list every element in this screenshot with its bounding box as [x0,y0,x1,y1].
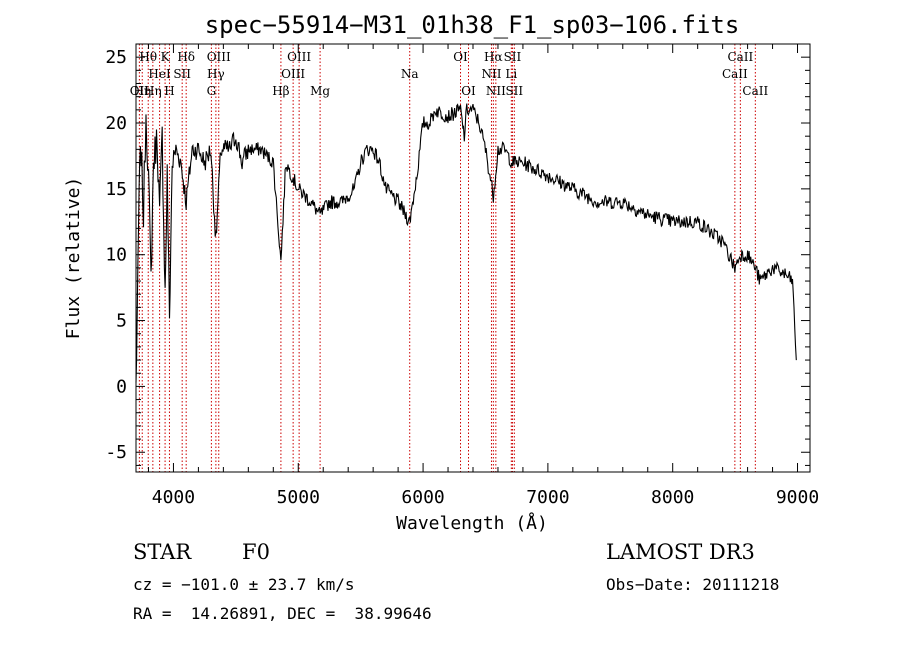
line-label: K [161,50,171,64]
x-tick-label: 5000 [277,487,320,508]
line-label: NII [486,84,506,98]
line-label: OI [453,50,468,64]
x-axis-label: Wavelength (Å) [396,512,548,534]
line-label: H [164,84,174,98]
x-tick-label: 7000 [526,487,569,508]
survey-name: LAMOST DR3 [606,540,755,564]
y-axis-label: Flux (relative) [63,177,84,340]
line-label: Hγ [207,67,225,81]
line-label: SII [504,50,522,64]
ra-dec-coordinates: RA = 14.26891, DEC = 38.99646 [133,604,432,623]
line-label: CaII [742,84,768,98]
line-label: Li [505,67,517,81]
line-label: Hα [484,50,503,64]
line-label: Hθ [139,50,157,64]
redshift-velocity: cz = −101.0 ± 23.7 km/s [133,575,355,594]
x-tick-label: 9000 [776,487,819,508]
line-label: Hβ [272,84,289,98]
observation-date: Obs−Date: 20111218 [606,575,780,594]
y-tick-label: 0 [116,376,127,397]
line-label: SII [173,67,191,81]
x-tick-label: 4000 [152,487,195,508]
line-label: OIII [281,67,305,81]
line-label: Na [401,67,419,81]
x-tick-label: 8000 [651,487,694,508]
line-label: NII [481,67,501,81]
line-label: Hδ [177,50,195,64]
line-label: OIII [287,50,311,64]
line-label: CaII [727,50,753,64]
spectrum-line [135,103,797,383]
line-label: CaII [722,67,748,81]
line-label: OI [461,84,476,98]
y-tick-label: -5 [105,442,127,463]
object-class: STAR [133,540,192,564]
y-tick-label: 25 [105,47,127,68]
line-label: Hη [144,84,162,98]
line-label: Mg [310,84,330,98]
y-tick-label: 10 [105,245,127,266]
line-markers [138,44,756,472]
line-label: SII [505,84,523,98]
object-subclass: F0 [242,540,270,564]
line-label: OIII [207,50,231,64]
y-tick-label: 15 [105,179,127,200]
y-tick-label: 20 [105,113,127,134]
axis-ticks: 4000 5000 6000 7000 8000 9000 -5 0 5 10 15 20 25 [105,43,819,508]
line-label: OII [130,84,150,98]
line-label: HeI [148,67,171,81]
y-tick-label: 5 [116,311,127,332]
plot-frame [135,43,811,473]
line-label: G [207,84,217,98]
x-tick-label: 6000 [401,487,444,508]
line-label: Hη [133,84,151,98]
chart-title: spec−55914−M31_01h38_F1_sp03−106.fits [205,11,740,39]
